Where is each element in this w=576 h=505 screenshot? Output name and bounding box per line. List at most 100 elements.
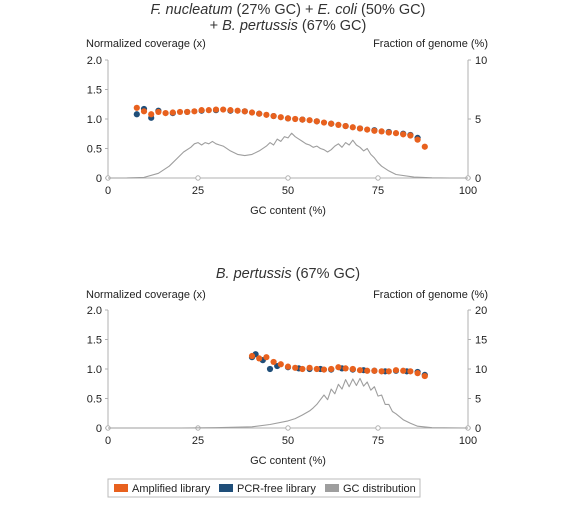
amplified-point — [349, 124, 356, 131]
legend-swatch-gc-distribution — [325, 484, 339, 492]
amplified-point — [356, 367, 364, 374]
chart-2-title: B. pertussis (67% GC) — [216, 266, 360, 282]
y-tick-label: 2.0 — [87, 55, 102, 67]
amplified-point — [421, 143, 428, 150]
chart-2-y2-axis-label: Fraction of genome (%) — [373, 289, 488, 301]
amplified-point — [133, 104, 140, 111]
title-segment: (50% GC) — [357, 2, 426, 18]
title-segment: + — [210, 18, 223, 34]
y-tick-label: 1.5 — [87, 85, 102, 97]
amplified-point — [140, 108, 148, 115]
y-tick-label: 2.0 — [87, 305, 102, 317]
amplified-point — [284, 115, 292, 122]
amplified-point — [292, 364, 299, 371]
amplified-point — [191, 108, 198, 115]
title-segment: E. coli — [317, 2, 357, 18]
pcr-free-point — [133, 111, 140, 118]
x-tick-mark — [375, 425, 381, 431]
y2-tick-label: 5 — [475, 114, 481, 126]
amplified-point — [342, 122, 349, 130]
amplified-point — [414, 136, 421, 143]
gc-distribution-line — [108, 132, 468, 179]
chart-2-x-axis-label: GC content (%) — [250, 455, 326, 467]
amplified-point — [162, 110, 169, 117]
y2-tick-label: 15 — [475, 335, 487, 347]
title-segment: F. nucleatum — [151, 2, 233, 18]
y2-tick-label: 0 — [475, 423, 481, 435]
amplified-point — [270, 112, 277, 120]
amplified-point — [220, 106, 227, 113]
amplified-point — [248, 352, 256, 360]
y2-tick-label: 5 — [475, 394, 481, 406]
amplified-point — [414, 370, 421, 377]
title-segment: (27% GC) + — [232, 2, 317, 18]
x-tick-label: 100 — [459, 185, 477, 197]
legend: Amplified library PCR-free library GC di… — [107, 478, 421, 498]
x-tick-label: 75 — [372, 185, 384, 197]
amplified-point — [306, 364, 313, 371]
amplified-point — [148, 111, 155, 118]
amplified-point — [212, 106, 220, 113]
amplified-point — [328, 365, 335, 373]
amplified-point — [364, 126, 371, 133]
amplified-point — [248, 109, 256, 116]
title-segment: B. pertussis — [222, 18, 298, 34]
amplified-point — [378, 128, 385, 135]
amplified-point — [392, 130, 400, 137]
amplified-point — [241, 108, 248, 115]
amplified-point — [313, 118, 320, 125]
amplified-point — [342, 365, 349, 372]
chart-1-title-line-2: + B. pertussis (67% GC) — [210, 18, 367, 34]
legend-swatch-pcr-free — [219, 484, 233, 492]
x-tick-label: 0 — [105, 435, 111, 447]
amplified-point — [385, 368, 392, 375]
y-tick-label: 0.5 — [87, 394, 102, 406]
amplified-point — [277, 361, 284, 368]
x-tick-mark — [195, 175, 201, 181]
y2-tick-label: 10 — [475, 55, 487, 67]
amplified-point — [277, 114, 284, 121]
x-tick-label: 0 — [105, 185, 111, 197]
amplified-point — [169, 109, 176, 116]
amplified-point — [392, 367, 400, 374]
x-tick-label: 50 — [282, 435, 294, 447]
amplified-point — [234, 107, 241, 114]
amplified-point — [356, 125, 364, 132]
amplified-point — [320, 119, 328, 126]
legend-box — [107, 478, 421, 498]
chart-2: B. pertussis (67% GC) Normalized coverag… — [86, 266, 488, 467]
amplified-point — [198, 107, 205, 114]
amplified-point — [328, 120, 335, 127]
legend-label-amplified: Amplified library — [132, 483, 211, 495]
x-tick-mark — [285, 175, 291, 181]
amplified-point — [256, 355, 263, 362]
x-tick-label: 25 — [192, 185, 204, 197]
amplified-point — [284, 363, 292, 370]
amplified-point — [378, 368, 385, 375]
x-tick-label: 50 — [282, 185, 294, 197]
x-tick-label: 100 — [459, 435, 477, 447]
amplified-point — [371, 127, 378, 134]
amplified-point — [299, 116, 306, 123]
chart-1-x-axis-label: GC content (%) — [250, 205, 326, 217]
x-tick-label: 75 — [372, 435, 384, 447]
amplified-point — [421, 372, 428, 380]
amplified-point — [263, 111, 270, 118]
legend-swatch-amplified — [114, 484, 128, 492]
amplified-point — [263, 354, 270, 361]
pcr-free-point — [266, 365, 274, 373]
x-tick-mark — [285, 425, 291, 431]
legend-label-gc-distribution: GC distribution — [343, 483, 416, 495]
chart-2-y-axis-label: Normalized coverage (x) — [86, 289, 206, 301]
amplified-point — [335, 364, 342, 371]
amplified-point — [292, 115, 299, 123]
title-segment: (67% GC) — [298, 18, 367, 34]
amplified-point — [407, 132, 414, 139]
y-tick-label: 1.0 — [87, 114, 102, 126]
amplified-point — [256, 110, 263, 117]
amplified-point — [364, 367, 371, 374]
y-tick-label: 0 — [96, 173, 102, 185]
legend-label-pcr-free: PCR-free library — [237, 483, 316, 495]
